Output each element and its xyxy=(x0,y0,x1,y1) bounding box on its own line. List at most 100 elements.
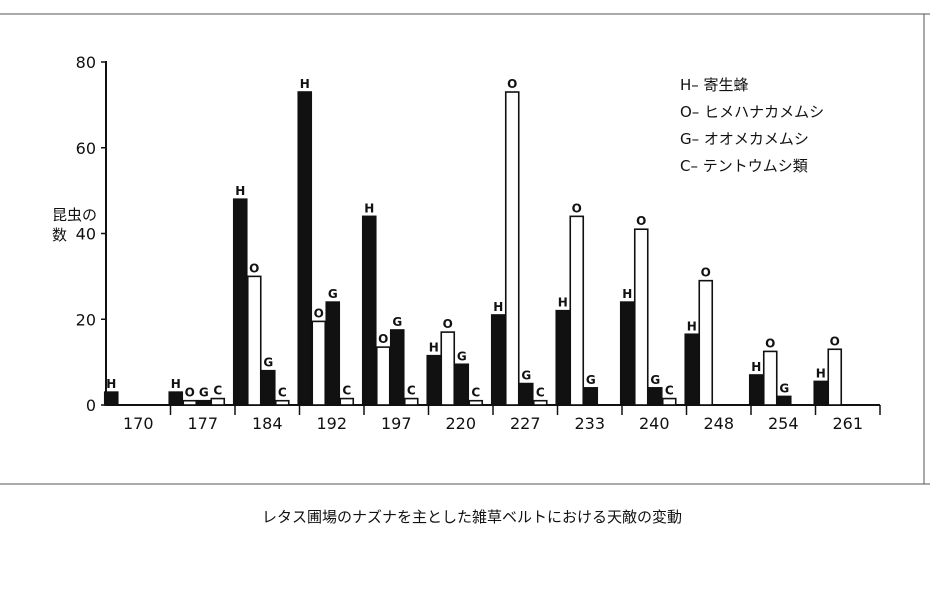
bar-c xyxy=(468,399,484,406)
figure-caption: レタス圃場のナズナを主とした雑草ベルトにおける天敵の変動 xyxy=(262,508,683,526)
bar-label-h: H xyxy=(429,341,439,355)
bar-label-h: H xyxy=(235,184,245,198)
bar-h xyxy=(103,391,119,406)
y-axis-label: 昆虫の xyxy=(52,206,97,224)
bar-label-o: O xyxy=(765,336,775,350)
bar-label-g: G xyxy=(521,369,531,383)
bar-label-g: G xyxy=(650,373,660,387)
bar-label-g: G xyxy=(392,315,402,329)
legend-entry: O– ヒメハナカメムシ xyxy=(680,103,824,121)
bar-label-o: O xyxy=(443,317,453,331)
bar-label-g: G xyxy=(586,373,596,387)
bar-label-h: H xyxy=(106,377,116,391)
bar-c xyxy=(532,399,548,406)
x-tick-label: 254 xyxy=(768,414,799,433)
bar-label-h: H xyxy=(300,77,310,91)
bar-o xyxy=(827,348,843,406)
x-tick-label: 227 xyxy=(510,414,541,433)
bar-label-o: O xyxy=(185,386,195,400)
bar-h xyxy=(619,301,635,406)
y-tick-label: 20 xyxy=(76,310,96,329)
bar-h xyxy=(555,309,571,406)
bar-g xyxy=(325,301,341,406)
x-tick-label: 192 xyxy=(316,414,347,433)
bar-h xyxy=(232,198,248,406)
bar-o xyxy=(246,275,262,406)
bar-label-c: C xyxy=(536,386,545,400)
bar-h xyxy=(361,215,377,406)
y-tick-label: 0 xyxy=(86,396,96,415)
bar-label-h: H xyxy=(171,377,181,391)
x-tick-label: 184 xyxy=(252,414,283,433)
bar-label-h: H xyxy=(751,360,761,374)
bar-label-g: G xyxy=(457,349,467,363)
bar-label-h: H xyxy=(558,296,568,310)
bar-o xyxy=(698,279,714,406)
bar-c xyxy=(274,399,290,406)
bar-o xyxy=(440,331,456,406)
bar-h xyxy=(684,333,700,406)
bar-label-g: G xyxy=(263,356,273,370)
bar-g xyxy=(583,387,599,406)
x-tick-label: 170 xyxy=(123,414,154,433)
bar-h xyxy=(813,380,829,406)
bar-label-o: O xyxy=(249,261,259,275)
y-tick-label: 80 xyxy=(76,53,96,72)
bar-label-h: H xyxy=(622,287,632,301)
bar-g xyxy=(260,369,276,406)
bar-g xyxy=(518,382,534,406)
bar-o xyxy=(375,346,391,406)
bar-h xyxy=(748,374,764,406)
bar-label-g: G xyxy=(779,381,789,395)
bar-label-h: H xyxy=(493,300,503,314)
bar-h xyxy=(426,354,442,406)
y-tick-label: 40 xyxy=(76,225,96,244)
x-tick-label: 220 xyxy=(445,414,476,433)
x-tick-label: 177 xyxy=(187,414,218,433)
bar-label-c: C xyxy=(278,386,287,400)
bar-label-o: O xyxy=(636,214,646,228)
x-tick-label: 261 xyxy=(832,414,863,433)
bar-label-g: G xyxy=(328,287,338,301)
bar-label-o: O xyxy=(507,77,517,91)
x-tick-label: 248 xyxy=(703,414,734,433)
bar-label-o: O xyxy=(572,201,582,215)
bar-g xyxy=(776,395,792,406)
legend-entry: C– テントウムシ類 xyxy=(680,157,808,175)
bar-c xyxy=(339,397,355,406)
bar-label-o: O xyxy=(314,306,324,320)
bar-label-g: G xyxy=(199,386,209,400)
bar-h xyxy=(297,91,313,406)
bar-g xyxy=(647,387,663,406)
bar-label-o: O xyxy=(830,334,840,348)
bar-label-h: H xyxy=(687,319,697,333)
bar-c xyxy=(661,397,677,406)
bar-label-c: C xyxy=(342,384,351,398)
bar-label-h: H xyxy=(816,366,826,380)
bar-label-c: C xyxy=(665,384,674,398)
x-tick-label: 240 xyxy=(639,414,670,433)
bar-h xyxy=(168,391,184,406)
bar-label-o: O xyxy=(701,266,711,280)
bar-o xyxy=(182,399,198,406)
bar-o xyxy=(569,215,585,406)
bar-o xyxy=(762,350,778,406)
legend-entry: G– オオメカメムシ xyxy=(680,130,809,148)
bar-c xyxy=(210,397,226,406)
bar-label-c: C xyxy=(407,384,416,398)
bar-label-o: O xyxy=(378,332,388,346)
x-tick-label: 233 xyxy=(574,414,605,433)
legend-entry: H– 寄生蜂 xyxy=(680,76,749,94)
y-tick-label: 60 xyxy=(76,139,96,158)
bar-c xyxy=(403,397,419,406)
bar-g xyxy=(454,363,470,406)
x-tick-label: 197 xyxy=(381,414,412,433)
bar-label-h: H xyxy=(364,201,374,215)
y-axis-label: 数 xyxy=(52,226,67,244)
bar-label-c: C xyxy=(471,386,480,400)
bar-o xyxy=(633,228,649,406)
bar-g xyxy=(196,399,212,406)
bar-h xyxy=(490,314,506,406)
bar-g xyxy=(389,329,405,406)
